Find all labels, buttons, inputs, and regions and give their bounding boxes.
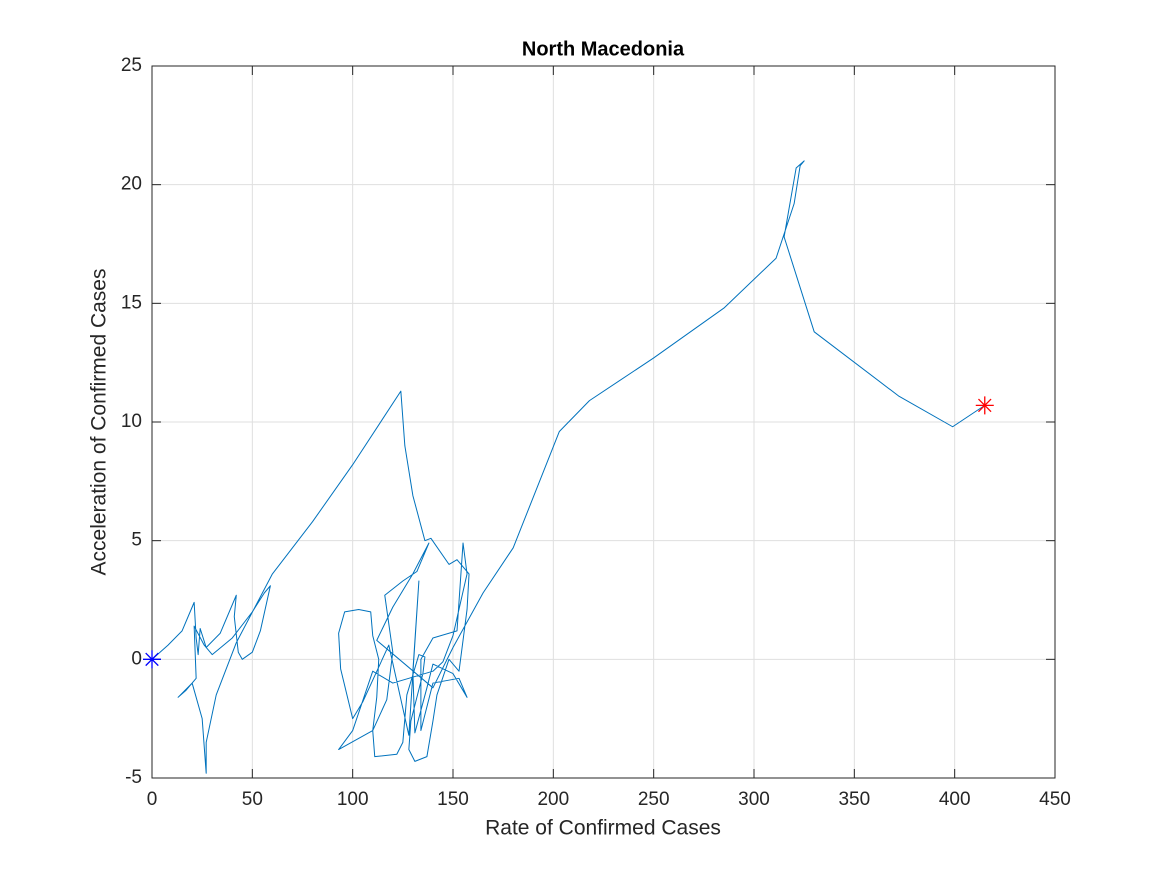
axes-box xyxy=(151,65,1056,779)
y-tick-label: 20 xyxy=(121,174,142,195)
x-tick-label: 200 xyxy=(537,789,569,810)
y-tick-label: 25 xyxy=(121,55,142,76)
y-axis-label: Acceleration of Confirmed Cases xyxy=(88,269,111,576)
x-tick-label: 350 xyxy=(838,789,870,810)
x-axis-label: Rate of Confirmed Cases xyxy=(485,817,721,840)
x-tick-label: 450 xyxy=(1039,789,1071,810)
y-tick-label: 5 xyxy=(131,530,142,551)
star-marker xyxy=(975,396,994,415)
y-tick-label: -5 xyxy=(125,767,142,788)
y-tick-label: 10 xyxy=(121,411,142,432)
y-tick-label: 0 xyxy=(131,648,142,669)
x-tick-label: 300 xyxy=(738,789,770,810)
x-tick-label: 150 xyxy=(437,789,469,810)
star-marker xyxy=(143,650,161,669)
star-stroke xyxy=(978,398,992,413)
data-line xyxy=(151,160,986,774)
x-tick-label: 100 xyxy=(337,789,369,810)
x-tick-label: 250 xyxy=(638,789,670,810)
x-tick-label: 50 xyxy=(242,789,263,810)
chart-title: North Macedonia xyxy=(522,38,685,60)
x-tick-label: 0 xyxy=(147,789,158,810)
y-tick-label: 15 xyxy=(121,292,142,313)
x-tick-label: 400 xyxy=(939,789,971,810)
star-stroke xyxy=(145,652,159,667)
